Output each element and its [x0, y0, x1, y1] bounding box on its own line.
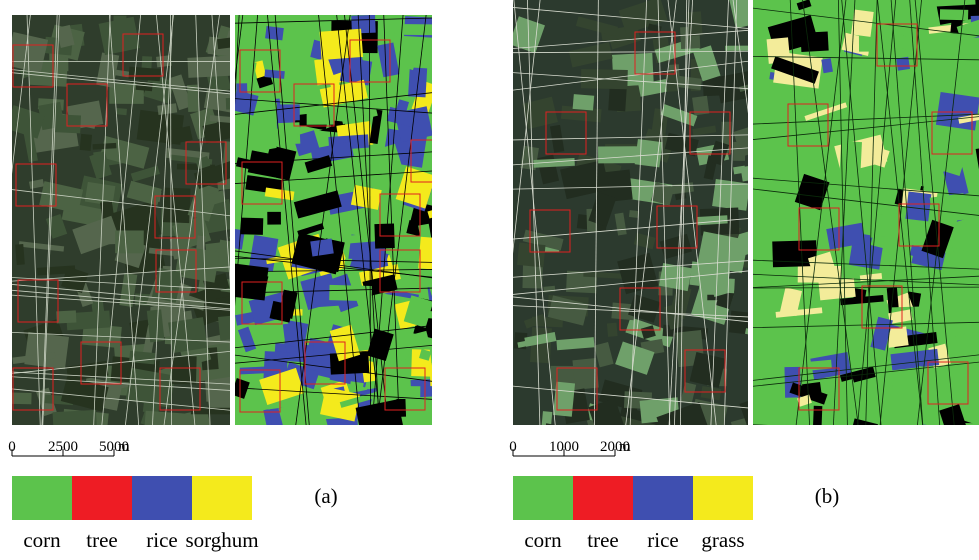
field: [802, 382, 822, 398]
field: [278, 126, 298, 144]
field: [15, 244, 25, 265]
field: [267, 212, 281, 225]
field: [629, 210, 639, 218]
legend-swatch: [132, 476, 192, 520]
road: [753, 425, 979, 434]
field: [800, 31, 828, 52]
field: [408, 67, 427, 97]
field: [553, 382, 575, 417]
field: [80, 134, 92, 151]
field: [116, 108, 127, 115]
legend-label: tree: [587, 528, 618, 552]
legend-label: corn: [23, 528, 61, 552]
scale-label: 0: [8, 439, 16, 455]
classification-map: [753, 0, 979, 463]
field: [608, 87, 627, 112]
field: [310, 238, 334, 256]
scale-unit: m: [619, 439, 631, 455]
legend-label: grass: [701, 528, 744, 552]
panel-label: (a): [314, 484, 337, 508]
field: [163, 188, 191, 223]
field: [813, 406, 822, 428]
legend-label: rice: [647, 528, 678, 552]
legend-swatch: [12, 476, 72, 520]
field: [598, 146, 638, 163]
legend-label: tree: [86, 528, 117, 552]
field: [129, 67, 161, 82]
legend-label: sorghum: [185, 528, 258, 552]
scale-unit: m: [118, 439, 130, 455]
field: [340, 57, 372, 85]
field: [418, 237, 467, 272]
field: [187, 56, 233, 78]
field: [733, 142, 745, 161]
legend-swatch: [693, 476, 753, 520]
field: [757, 196, 787, 220]
field: [241, 218, 264, 235]
field: [56, 310, 76, 323]
field: [517, 243, 545, 268]
field: [265, 26, 284, 40]
field: [432, 421, 449, 441]
field: [113, 15, 126, 23]
satellite-image: [0, 15, 262, 447]
field: [217, 296, 233, 315]
field: [936, 92, 979, 131]
panel-label: (b): [815, 484, 840, 508]
field: [607, 323, 618, 337]
field: [226, 98, 235, 110]
field: [954, 423, 979, 457]
field: [818, 278, 855, 300]
field: [790, 88, 807, 99]
legend-swatch: [633, 476, 693, 520]
legend-swatch: [72, 476, 132, 520]
field: [839, 141, 861, 176]
field: [427, 416, 468, 428]
legend-label: corn: [524, 528, 562, 552]
field: [187, 85, 199, 112]
classification-map: [192, 15, 468, 443]
satellite-image: [494, 0, 790, 454]
field: [12, 393, 32, 405]
legend-swatch: [513, 476, 573, 520]
legend-label: rice: [146, 528, 177, 552]
field: [217, 37, 236, 49]
legend-swatch: [573, 476, 633, 520]
field: [53, 410, 98, 434]
field: [541, 411, 552, 430]
legend-swatch: [192, 476, 252, 520]
scale-label: 0: [509, 439, 517, 455]
field: [919, 425, 953, 463]
scale-label: 1000: [549, 439, 579, 455]
field: [429, 278, 468, 314]
field: [905, 192, 931, 222]
field: [573, 94, 595, 110]
field: [172, 356, 197, 385]
field: [430, 363, 440, 386]
scale-label: 2500: [48, 439, 78, 455]
